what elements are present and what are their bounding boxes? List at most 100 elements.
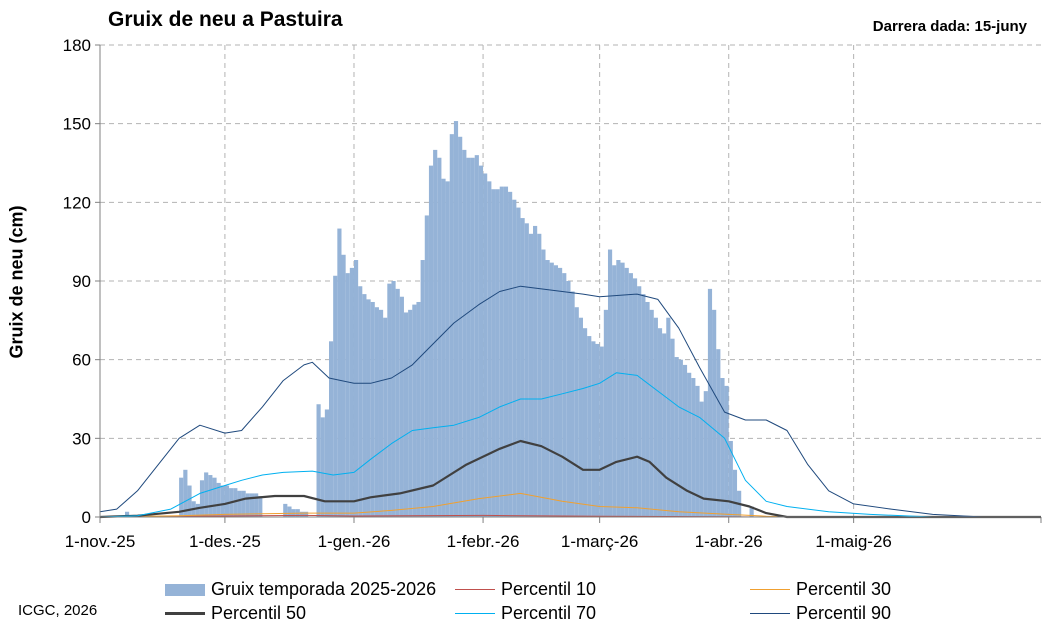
bar xyxy=(283,503,288,517)
bar xyxy=(445,181,450,517)
bar xyxy=(208,475,213,517)
bar xyxy=(466,157,471,517)
x-tick-label: 1-maig-26 xyxy=(815,532,892,551)
bar xyxy=(703,391,708,517)
bar xyxy=(520,218,525,518)
bar xyxy=(383,317,388,517)
bar xyxy=(649,309,654,517)
legend-item-p90: Percentil 90 xyxy=(750,603,891,624)
legend-item-p50: Percentil 50 xyxy=(165,603,306,624)
bar xyxy=(258,496,263,517)
bar xyxy=(620,262,625,517)
bar xyxy=(320,417,325,517)
bar xyxy=(416,301,421,517)
last-data-date: Darrera dada: 15-juny xyxy=(872,18,1027,35)
legend-swatch-p50 xyxy=(165,612,205,615)
bar xyxy=(728,440,733,517)
bar xyxy=(491,189,496,517)
bar xyxy=(441,178,446,517)
bar xyxy=(378,309,384,517)
bar xyxy=(387,283,392,517)
credit-text: ICGC, 2026 xyxy=(18,602,98,619)
bar xyxy=(195,503,200,517)
bar xyxy=(541,249,546,518)
x-tick-label: 1-abr.-26 xyxy=(695,532,763,551)
series-line-p30 xyxy=(99,492,1041,518)
bar xyxy=(612,265,617,517)
bar xyxy=(749,506,754,517)
legend-label-p30: Percentil 30 xyxy=(796,579,892,599)
bar xyxy=(362,294,367,517)
bar xyxy=(224,485,230,517)
bar xyxy=(674,357,679,517)
bar xyxy=(487,181,492,517)
bar xyxy=(324,409,330,517)
bar xyxy=(216,482,221,517)
bar xyxy=(237,490,242,517)
legend-item-p10: Percentil 10 xyxy=(455,579,596,600)
legend-label-p10: Percentil 10 xyxy=(501,579,597,599)
bar xyxy=(483,173,488,517)
bar xyxy=(179,477,184,517)
bar xyxy=(358,286,363,517)
bar xyxy=(241,490,246,517)
series-line-p50 xyxy=(99,439,1041,519)
bar xyxy=(249,493,255,517)
bar xyxy=(474,155,479,517)
bar xyxy=(641,294,646,517)
bar xyxy=(699,401,704,517)
bar xyxy=(533,225,538,517)
bar xyxy=(603,309,608,517)
bar xyxy=(453,121,459,518)
legend-swatch-p10 xyxy=(455,589,495,590)
legend-label-p50: Percentil 50 xyxy=(211,603,307,623)
bar xyxy=(424,215,429,517)
bar xyxy=(462,149,467,517)
x-tick-label: 1-nov.-25 xyxy=(65,532,136,551)
bar xyxy=(657,328,663,517)
bar xyxy=(212,477,217,517)
bar xyxy=(220,485,225,517)
bar xyxy=(366,299,371,517)
bar xyxy=(528,233,534,518)
bar xyxy=(478,165,484,517)
legend-label-p90: Percentil 90 xyxy=(796,603,892,623)
bar xyxy=(341,254,346,517)
bar xyxy=(329,341,334,517)
bar xyxy=(420,260,425,517)
y-tick-label: 180 xyxy=(63,36,91,55)
legend-swatch-p90 xyxy=(750,613,790,614)
legend-swatch-bars xyxy=(165,583,205,596)
bar xyxy=(245,493,250,517)
bar xyxy=(433,149,438,517)
y-axis-label: Gruix de neu (cm) xyxy=(6,205,27,359)
bar xyxy=(370,301,375,517)
bar xyxy=(645,301,650,517)
bar xyxy=(712,309,717,517)
bar xyxy=(395,288,400,517)
bar xyxy=(233,488,238,517)
bar xyxy=(337,228,342,518)
bar xyxy=(582,328,588,517)
bar xyxy=(570,291,575,517)
legend-item-p30: Percentil 30 xyxy=(750,579,891,600)
bar xyxy=(695,385,700,517)
bar xyxy=(682,364,688,517)
bar xyxy=(508,191,513,517)
bar xyxy=(632,278,638,517)
bar xyxy=(187,485,192,517)
bar xyxy=(403,312,409,517)
bar xyxy=(566,281,571,517)
y-tick-label: 90 xyxy=(72,272,91,291)
bar xyxy=(287,506,292,517)
y-tick-label: 150 xyxy=(63,115,91,134)
bar xyxy=(732,469,738,517)
bar xyxy=(524,223,529,518)
bar xyxy=(503,186,509,517)
bar xyxy=(399,296,404,517)
bar xyxy=(495,189,500,517)
legend-label-p70: Percentil 70 xyxy=(501,603,597,623)
bar xyxy=(670,338,675,517)
bar xyxy=(666,317,671,517)
